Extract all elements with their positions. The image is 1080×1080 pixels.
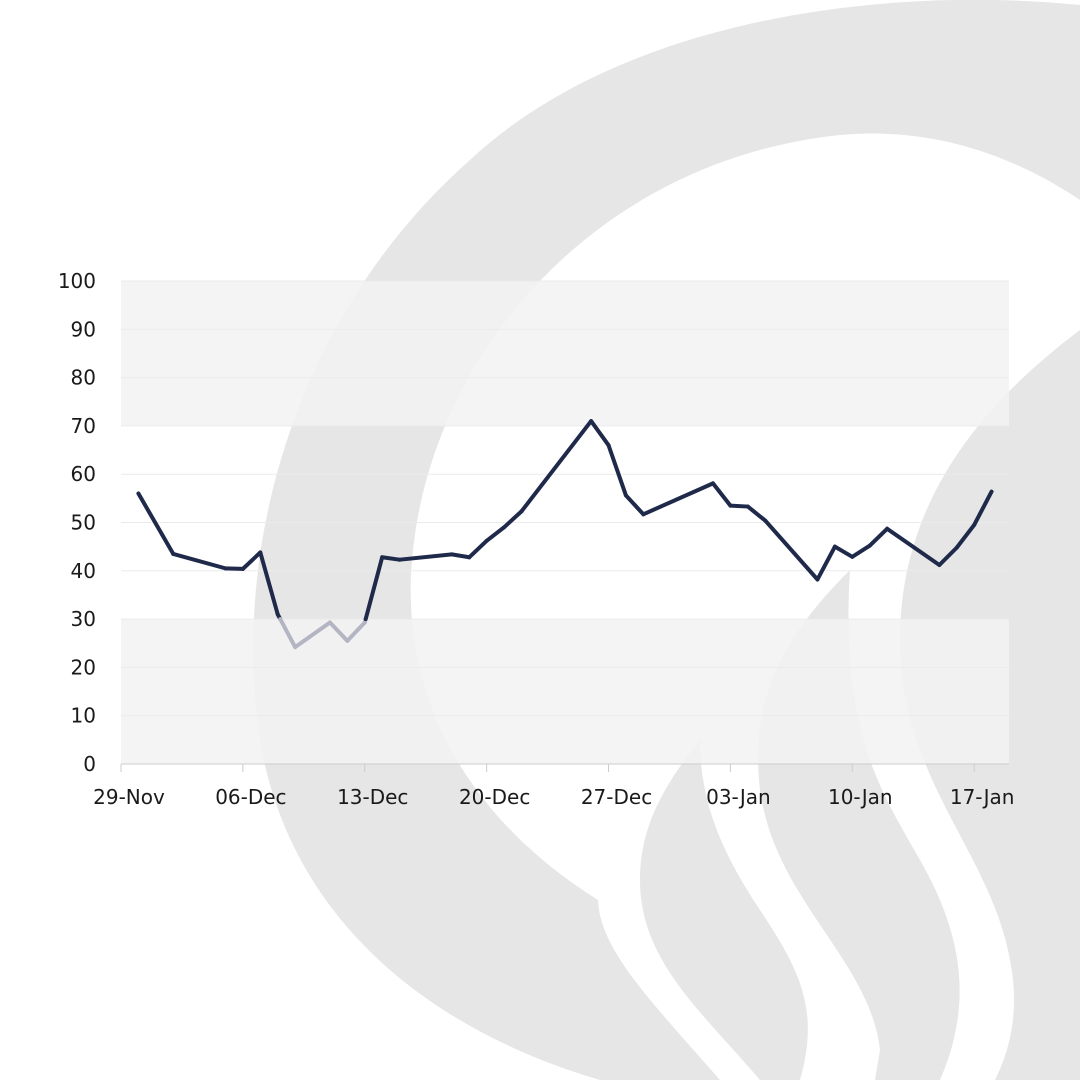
- line-segment: [850, 543, 872, 559]
- x-tick-label: 10-Jan: [828, 785, 893, 809]
- x-axis-tick-labels: 29-Nov 06-Dec 13-Dec 20-Dec 27-Dec 03-Jan 10-J…: [93, 785, 1014, 809]
- y-tick-label: 40: [71, 559, 96, 583]
- shaded-band: [121, 281, 1009, 426]
- logo-flame-left: [640, 740, 808, 1080]
- line-segment: [449, 552, 472, 560]
- x-axis: [120, 763, 1009, 772]
- y-tick-label: 60: [71, 462, 96, 486]
- line-segment: [711, 481, 733, 508]
- logo-ring: [253, 0, 1080, 1080]
- line-segment: [728, 503, 750, 509]
- x-tick-label: 17-Jan: [950, 785, 1015, 809]
- shaded-band: [121, 619, 1009, 764]
- line-segment: [641, 481, 715, 517]
- line-segment: [484, 525, 507, 543]
- logo-watermark: [253, 0, 1080, 1080]
- line-segment: [745, 504, 768, 523]
- line-segment: [467, 538, 489, 560]
- y-tick-label: 50: [71, 511, 96, 535]
- y-tick-label: 20: [71, 655, 96, 679]
- line-segment: [397, 552, 454, 562]
- x-tick-label: 13-Dec: [337, 785, 408, 809]
- line-segment: [171, 551, 228, 571]
- line-segment: [867, 526, 890, 548]
- line-segment: [136, 491, 176, 556]
- line-segment-low: [278, 617, 298, 650]
- y-tick-label: 30: [71, 607, 96, 631]
- line-segment: [519, 419, 594, 514]
- x-tick-label: 06-Dec: [215, 785, 286, 809]
- line-segment: [589, 419, 611, 448]
- line-segment: [502, 509, 524, 530]
- line-segment: [972, 489, 994, 527]
- line-segment: [258, 550, 280, 617]
- line-segment: [380, 555, 402, 562]
- y-tick-label: 70: [71, 414, 96, 438]
- line-segment: [815, 544, 837, 582]
- y-axis-tick-labels: 0 10 20 30 40 50 60 70 80 90 100: [58, 269, 96, 776]
- y-tick-label: 100: [58, 269, 96, 293]
- gridlines: [121, 280, 1009, 717]
- shaded-bands: [121, 281, 1009, 764]
- line-segment: [240, 550, 263, 571]
- line-segment: [763, 518, 820, 582]
- line-segment: [363, 555, 385, 622]
- line-segment: [623, 493, 646, 517]
- x-tick-label: 27-Dec: [581, 785, 652, 809]
- y-tick-label: 90: [71, 317, 96, 341]
- line-segment: [885, 526, 942, 568]
- line-segment: [954, 522, 977, 550]
- line-segment-low: [293, 620, 332, 650]
- y-tick-label: 0: [83, 752, 96, 776]
- series-line: [136, 419, 994, 650]
- y-tick-label: 80: [71, 366, 96, 390]
- line-segment: [832, 544, 855, 559]
- line-segment: [606, 443, 628, 498]
- x-tick-label: 20-Dec: [459, 785, 530, 809]
- line-segment-low: [327, 620, 350, 643]
- line-segment: [937, 545, 959, 568]
- x-tick-label: 03-Jan: [706, 785, 771, 809]
- y-tick-label: 10: [71, 704, 96, 728]
- line-segment-low: [345, 620, 367, 643]
- x-tick-label: 29-Nov: [93, 785, 165, 809]
